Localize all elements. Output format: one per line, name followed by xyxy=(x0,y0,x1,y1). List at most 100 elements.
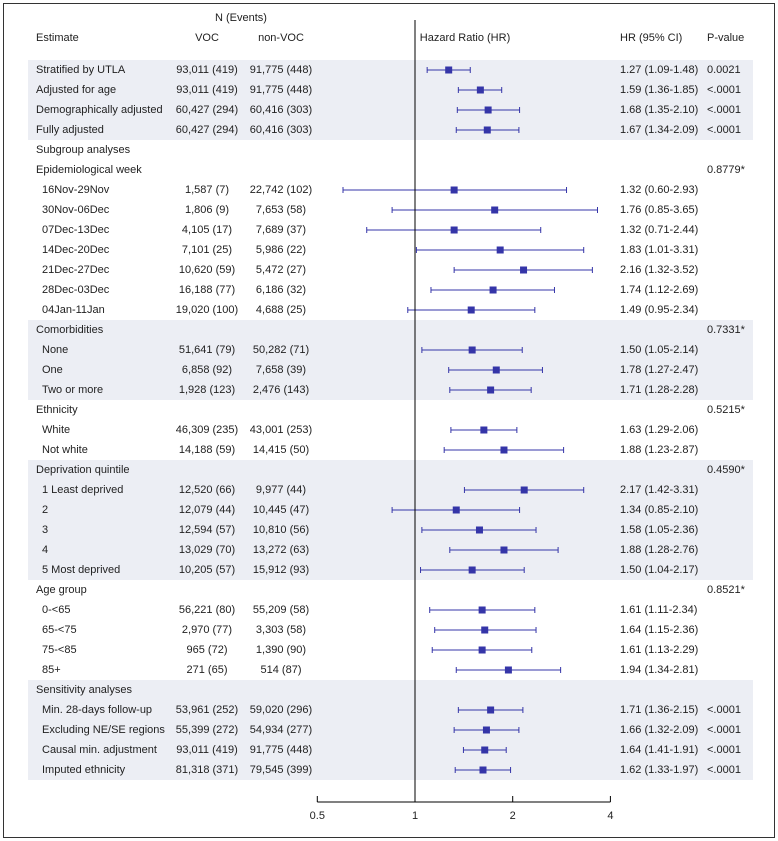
p-value: 0.5215* xyxy=(707,404,745,416)
p-value: 0.0021 xyxy=(707,64,741,76)
voc-n-events: 12,594 (57) xyxy=(178,524,236,536)
hr-ci-value: 1.74 (1.12-2.69) xyxy=(620,284,699,296)
row-label: Not white xyxy=(42,444,88,456)
hr-marker xyxy=(481,626,489,634)
group-header: Age group xyxy=(36,584,87,596)
row-label: 14Dec-20Dec xyxy=(42,244,110,256)
voc-n-events: 60,427 (294) xyxy=(175,124,239,136)
hr-ci-value: 1.76 (0.85-3.65) xyxy=(620,204,699,216)
row-label: Min. 28-days follow-up xyxy=(42,704,153,716)
non-voc-n-events: 5,986 (22) xyxy=(255,244,307,256)
hr-marker xyxy=(450,186,458,194)
hr-marker xyxy=(483,126,491,134)
row-label: Two or more xyxy=(42,384,104,396)
non-voc-n-events: 91,775 (448) xyxy=(249,64,313,76)
group-header: Deprivation quintile xyxy=(36,464,130,476)
voc-n-events: 4,105 (17) xyxy=(181,224,233,236)
non-voc-n-events: 50,282 (71) xyxy=(252,344,310,356)
hr-ci-value: 1.32 (0.71-2.44) xyxy=(620,224,699,236)
x-tick-label: 1 xyxy=(412,810,418,822)
non-voc-n-events: 91,775 (448) xyxy=(249,744,313,756)
hr-marker xyxy=(487,386,495,394)
non-voc-n-events: 7,689 (37) xyxy=(255,224,307,236)
hr-marker xyxy=(487,706,495,714)
p-value: <.0001 xyxy=(707,744,741,756)
hr-marker xyxy=(504,666,512,674)
p-value: <.0001 xyxy=(707,84,741,96)
hr-ci-value: 1.50 (1.05-2.14) xyxy=(620,344,699,356)
hr-marker xyxy=(452,506,460,514)
non-voc-n-events: 1,390 (90) xyxy=(255,644,307,656)
hr-marker xyxy=(491,206,499,214)
group-header: Sensitivity analyses xyxy=(36,684,132,696)
hr-marker xyxy=(480,426,488,434)
voc-n-events: 2,970 (77) xyxy=(181,624,233,636)
voc-n-events: 6,858 (92) xyxy=(181,364,233,376)
x-tick-label: 2 xyxy=(510,810,516,822)
row-label: 28Dec-03Dec xyxy=(42,284,110,296)
voc-n-events: 60,427 (294) xyxy=(175,104,239,116)
hr-marker xyxy=(468,346,476,354)
hr-marker xyxy=(468,566,476,574)
non-voc-header: non-VOC xyxy=(258,32,304,44)
hr-ci-value: 1.71 (1.28-2.28) xyxy=(620,384,699,396)
voc-n-events: 7,101 (25) xyxy=(181,244,233,256)
row-label: 16Nov-29Nov xyxy=(42,184,110,196)
row-label: 5 Most deprived xyxy=(42,564,121,576)
voc-n-events: 1,806 (9) xyxy=(184,204,230,216)
row-label: 85+ xyxy=(42,664,61,676)
p-value: 0.7331* xyxy=(707,324,745,336)
hr-ci-value: 2.17 (1.42-3.31) xyxy=(620,484,699,496)
non-voc-n-events: 22,742 (102) xyxy=(249,184,313,196)
hr-ci-value: 1.78 (1.27-2.47) xyxy=(620,364,699,376)
voc-n-events: 19,020 (100) xyxy=(175,304,239,316)
voc-n-events: 51,641 (79) xyxy=(178,344,236,356)
non-voc-n-events: 4,688 (25) xyxy=(255,304,307,316)
voc-n-events: 46,309 (235) xyxy=(175,424,239,436)
non-voc-n-events: 43,001 (253) xyxy=(249,424,313,436)
non-voc-n-events: 9,977 (44) xyxy=(255,484,307,496)
row-label: One xyxy=(42,364,63,376)
x-tick-label: 4 xyxy=(607,810,613,822)
hr-marker xyxy=(476,86,484,94)
row-label: 1 Least deprived xyxy=(42,484,124,496)
p-value: 0.4590* xyxy=(707,464,745,476)
non-voc-n-events: 15,912 (93) xyxy=(252,564,310,576)
group-header: Ethnicity xyxy=(36,404,78,416)
hr-ci-value: 1.88 (1.28-2.76) xyxy=(620,544,699,556)
voc-n-events: 12,520 (66) xyxy=(178,484,236,496)
hr-marker xyxy=(481,746,489,754)
voc-n-events: 53,961 (252) xyxy=(175,704,239,716)
row-label: 21Dec-27Dec xyxy=(42,264,110,276)
hr-ci-value: 1.50 (1.04-2.17) xyxy=(620,564,699,576)
row-label: Causal min. adjustment xyxy=(42,744,157,756)
voc-n-events: 14,188 (59) xyxy=(178,444,236,456)
hr-ci-value: 1.27 (1.09-1.48) xyxy=(620,64,699,76)
hr-ci-value: 1.62 (1.33-1.97) xyxy=(620,764,699,776)
hr-marker xyxy=(496,246,504,254)
p-value: <.0001 xyxy=(707,704,741,716)
voc-n-events: 81,318 (371) xyxy=(175,764,239,776)
row-label: Fully adjusted xyxy=(36,124,104,136)
voc-n-events: 10,205 (57) xyxy=(178,564,236,576)
hr-ci-value: 1.66 (1.32-2.09) xyxy=(620,724,699,736)
p-value: <.0001 xyxy=(707,764,741,776)
voc-n-events: 1,587 (7) xyxy=(184,184,230,196)
hr-ci-header: HR (95% CI) xyxy=(620,32,683,44)
hr-ci-value: 1.63 (1.29-2.06) xyxy=(620,424,699,436)
non-voc-n-events: 514 (87) xyxy=(260,664,302,676)
row-label: 2 xyxy=(42,504,49,516)
hr-ci-value: 1.58 (1.05-2.36) xyxy=(620,524,699,536)
hr-marker xyxy=(520,266,528,274)
p-value: <.0001 xyxy=(707,124,741,136)
hr-marker xyxy=(484,106,492,114)
non-voc-n-events: 5,472 (27) xyxy=(255,264,307,276)
row-label: 07Dec-13Dec xyxy=(42,224,110,236)
row-band xyxy=(28,680,753,780)
non-voc-n-events: 54,934 (277) xyxy=(249,724,313,736)
non-voc-n-events: 2,476 (143) xyxy=(252,384,310,396)
p-value: <.0001 xyxy=(707,104,741,116)
row-label: Adjusted for age xyxy=(36,84,117,96)
